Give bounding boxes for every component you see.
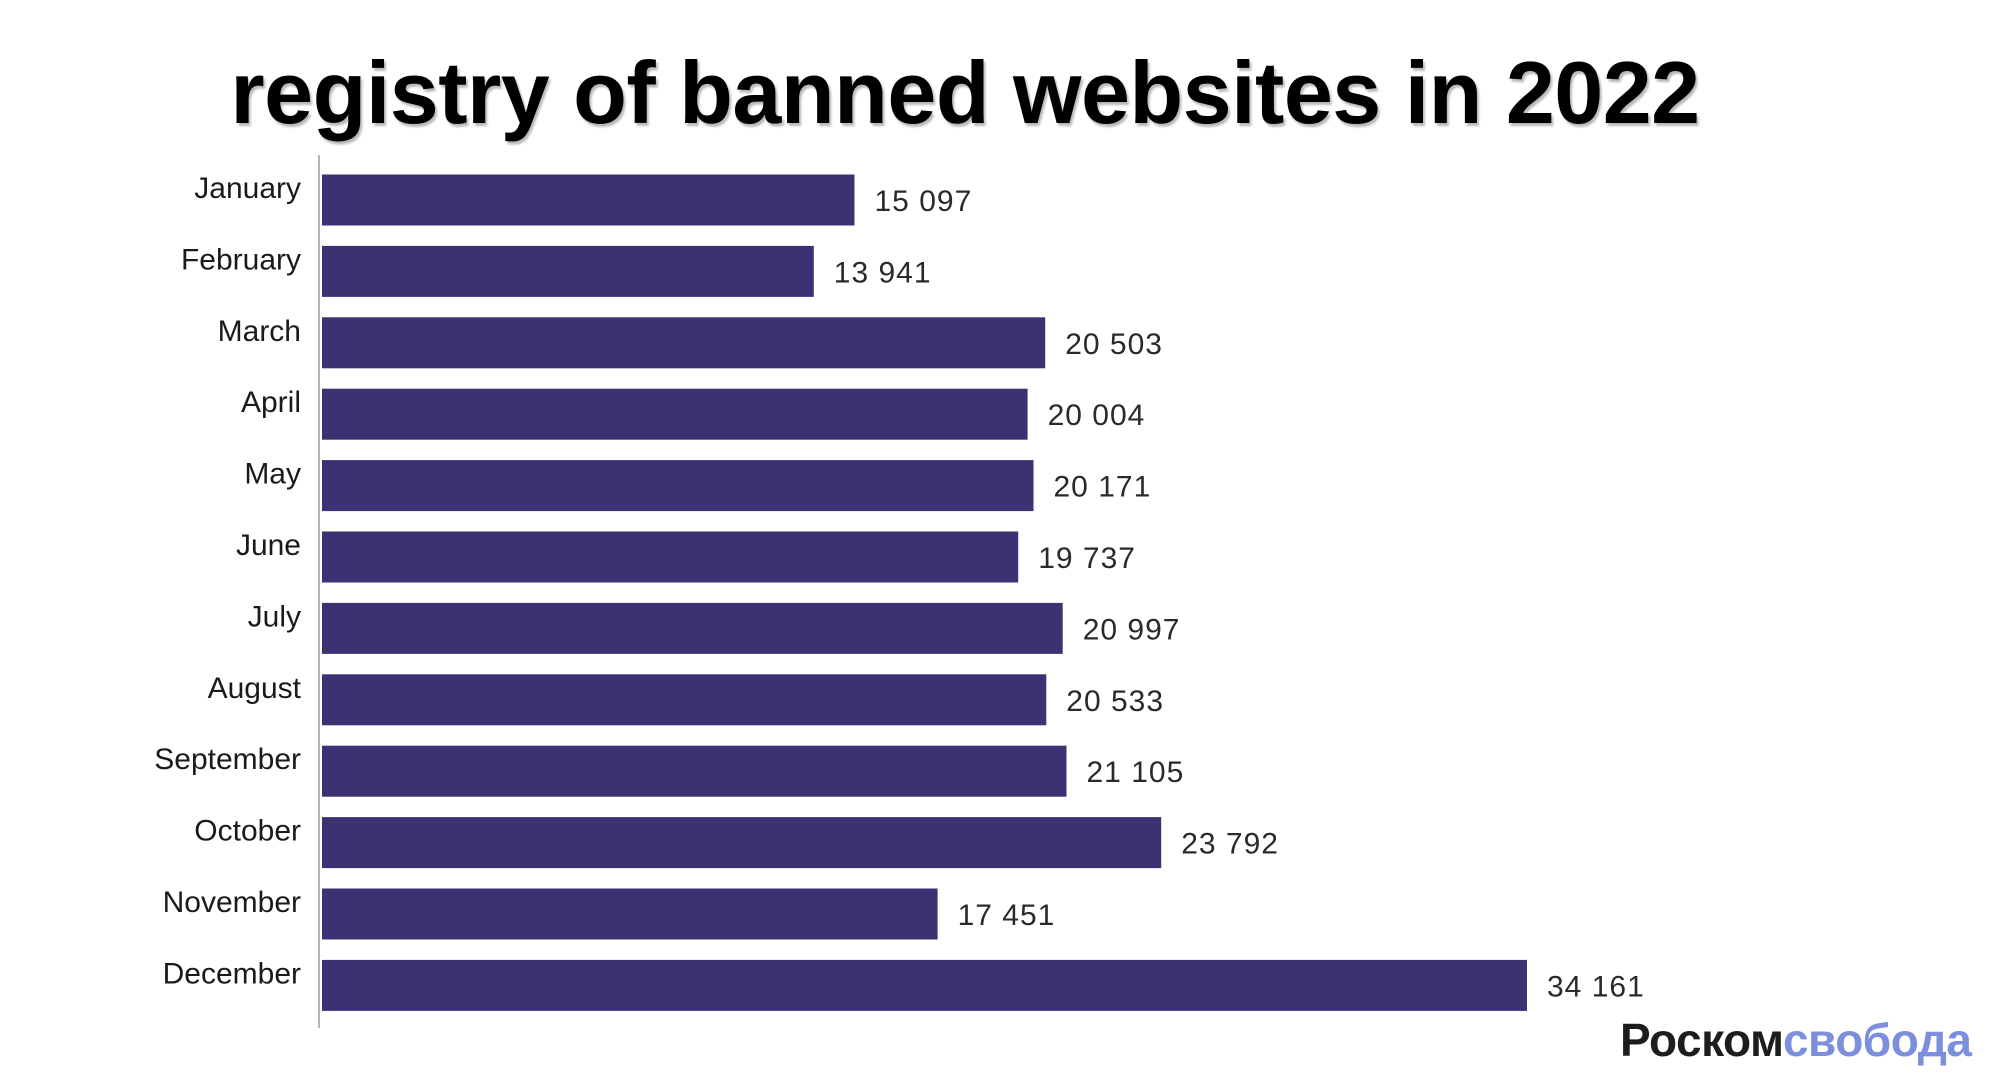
category-label-november: November — [163, 886, 301, 919]
value-label-april: 20 004 — [1048, 399, 1146, 432]
category-label-may: May — [244, 458, 301, 491]
logo-text-dark: Роском — [1620, 1014, 1783, 1066]
category-label-march: March — [218, 315, 301, 348]
bar-july — [322, 602, 1063, 654]
category-label-july: July — [248, 600, 301, 633]
value-label-june: 19 737 — [1038, 542, 1136, 575]
value-label-december: 34 161 — [1547, 970, 1645, 1003]
value-labels-group: 15 097 13 941 20 503 20 004 20 171 19 737 20 9… — [834, 185, 1645, 1003]
value-label-august: 20 533 — [1066, 685, 1164, 718]
roskomsvoboda-logo: Роскомсвобода — [1620, 1012, 1972, 1068]
bar-september — [322, 745, 1067, 797]
bar-april — [322, 388, 1028, 440]
bar-november — [322, 888, 938, 940]
bar-october — [322, 817, 1162, 869]
bars-group — [322, 174, 1527, 1011]
value-label-november: 17 451 — [958, 899, 1056, 932]
value-label-january: 15 097 — [875, 185, 973, 218]
value-label-may: 20 171 — [1054, 471, 1152, 504]
category-label-june: June — [236, 529, 301, 562]
value-label-february: 13 941 — [834, 256, 932, 289]
bar-march — [322, 317, 1046, 369]
category-label-april: April — [241, 386, 301, 419]
category-label-october: October — [194, 815, 301, 848]
category-label-february: February — [181, 243, 301, 276]
bar-june — [322, 531, 1019, 583]
bar-february — [322, 245, 814, 297]
chart-title: registry of banned websites in 2022 — [230, 43, 1700, 142]
category-label-august: August — [208, 672, 302, 705]
value-label-march: 20 503 — [1065, 328, 1163, 361]
category-labels-group: January February March April May June July Augu… — [154, 172, 301, 990]
value-label-october: 23 792 — [1181, 828, 1279, 861]
category-label-december: December — [163, 957, 301, 990]
logo-text-light: свобода — [1782, 1014, 1972, 1066]
bar-may — [322, 460, 1034, 512]
bar-december — [322, 959, 1527, 1011]
value-label-july: 20 997 — [1083, 613, 1181, 646]
category-label-january: January — [194, 172, 301, 205]
value-label-september: 21 105 — [1087, 756, 1185, 789]
bar-january — [322, 174, 855, 226]
category-label-september: September — [154, 743, 301, 776]
bar-august — [322, 674, 1047, 726]
